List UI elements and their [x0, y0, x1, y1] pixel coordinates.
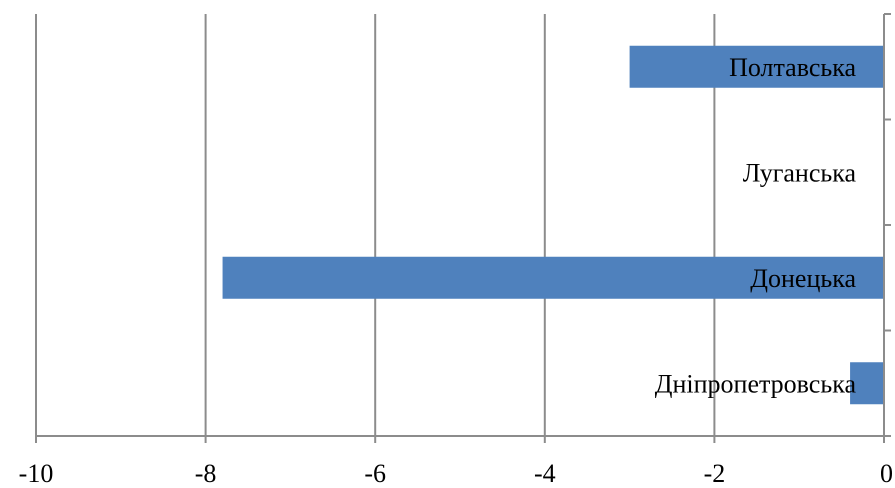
category-label-3: Дніпропетровська	[655, 369, 857, 398]
category-label-0: Полтавська	[729, 53, 856, 82]
bar-0	[629, 45, 884, 88]
x-tick-label-3: -4	[534, 459, 556, 488]
category-label-1: Луганська	[743, 158, 857, 187]
x-tick-label-1: -8	[195, 459, 217, 488]
axes	[35, 13, 891, 443]
x-tick-label-5: 0	[880, 459, 893, 488]
x-tick-label-0: -10	[19, 459, 54, 488]
bars	[222, 45, 884, 405]
category-labels: Полтавська Луганська Донецька Дніпропетровс…	[655, 53, 857, 399]
gridlines	[35, 14, 716, 436]
x-tick-label-4: -2	[704, 459, 726, 488]
x-tick-label-2: -6	[364, 459, 386, 488]
tick-labels: -10 -8 -6 -4 -2 0	[19, 459, 893, 488]
bar-2	[222, 256, 884, 299]
bar-3	[850, 362, 884, 405]
category-label-2: Донецька	[750, 264, 856, 293]
